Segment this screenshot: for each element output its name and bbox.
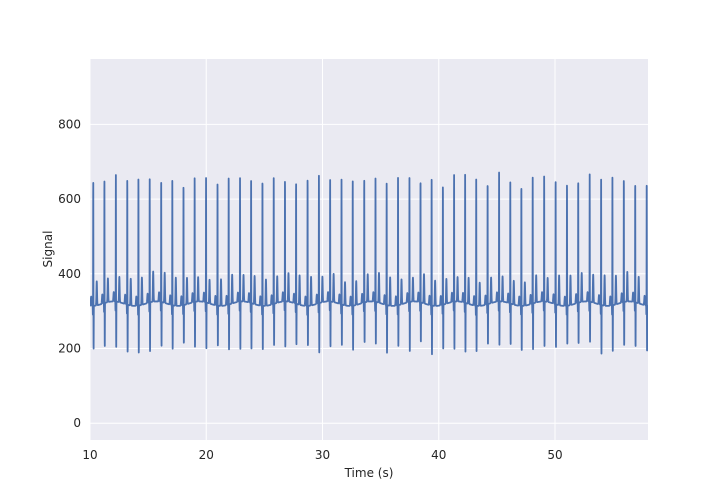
x-tick-label: 10 (82, 448, 97, 462)
x-axis-label: Time (s) (344, 466, 394, 480)
y-tick-label: 0 (73, 416, 81, 430)
plot-area (90, 59, 648, 440)
y-axis-label: Signal (41, 231, 55, 268)
x-tick-label: 20 (199, 448, 214, 462)
x-tick-label: 50 (547, 448, 562, 462)
x-tick-labels: 10 20 30 40 50 (82, 448, 562, 462)
x-tick-label: 30 (315, 448, 330, 462)
y-tick-labels: 0 200 400 600 800 (58, 117, 81, 430)
y-tick-label: 400 (58, 267, 81, 281)
y-tick-label: 600 (58, 192, 81, 206)
y-tick-label: 800 (58, 117, 81, 131)
signal-line (90, 171, 648, 356)
y-tick-label: 200 (58, 341, 81, 355)
x-tick-label: 40 (431, 448, 446, 462)
series-group (90, 171, 648, 356)
